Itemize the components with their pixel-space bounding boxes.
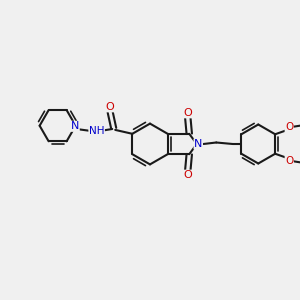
Text: O: O <box>285 156 293 166</box>
Text: O: O <box>183 108 192 118</box>
Text: O: O <box>183 170 192 180</box>
Text: NH: NH <box>89 126 104 136</box>
Text: N: N <box>71 121 79 131</box>
Text: O: O <box>285 122 293 132</box>
Text: O: O <box>106 102 115 112</box>
Text: N: N <box>194 139 202 149</box>
